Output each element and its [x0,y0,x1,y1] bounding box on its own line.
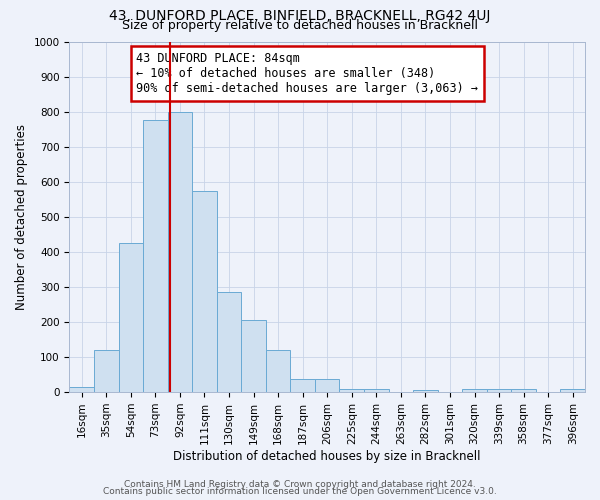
Bar [487,388,511,392]
Bar [70,387,94,392]
Bar [511,388,536,392]
X-axis label: Distribution of detached houses by size in Bracknell: Distribution of detached houses by size … [173,450,481,462]
Bar [241,320,266,392]
Text: Contains public sector information licensed under the Open Government Licence v3: Contains public sector information licen… [103,487,497,496]
Bar [143,120,167,392]
Bar [119,243,143,392]
Text: 43 DUNFORD PLACE: 84sqm
← 10% of detached houses are smaller (348)
90% of semi-d: 43 DUNFORD PLACE: 84sqm ← 10% of detache… [136,52,478,95]
Bar [340,388,364,392]
Bar [290,379,315,392]
Y-axis label: Number of detached properties: Number of detached properties [15,124,28,310]
Text: Size of property relative to detached houses in Bracknell: Size of property relative to detached ho… [122,19,478,32]
Bar [266,350,290,392]
Bar [167,112,192,392]
Bar [192,190,217,392]
Bar [560,388,585,392]
Bar [462,388,487,392]
Bar [94,350,119,392]
Bar [364,388,389,392]
Bar [217,292,241,392]
Bar [413,390,437,392]
Text: Contains HM Land Registry data © Crown copyright and database right 2024.: Contains HM Land Registry data © Crown c… [124,480,476,489]
Text: 43, DUNFORD PLACE, BINFIELD, BRACKNELL, RG42 4UJ: 43, DUNFORD PLACE, BINFIELD, BRACKNELL, … [109,9,491,23]
Bar [315,379,340,392]
